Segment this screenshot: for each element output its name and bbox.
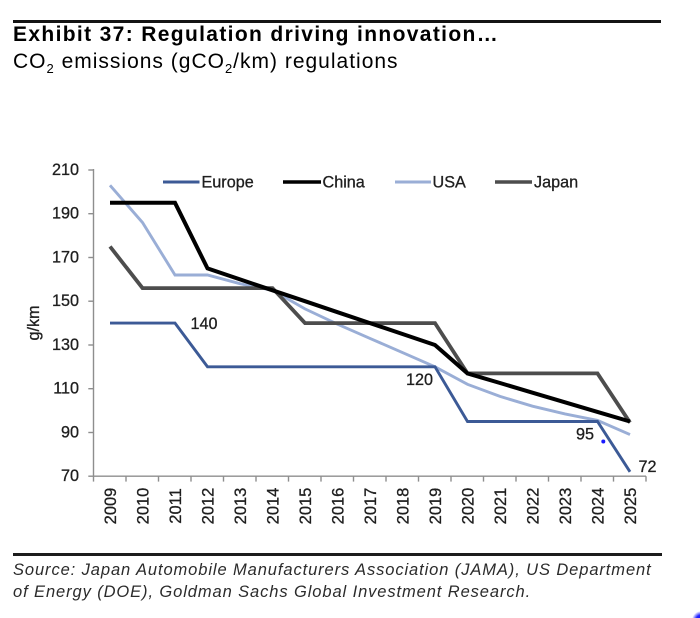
svg-text:170: 170: [52, 249, 79, 267]
svg-text:2020: 2020: [460, 488, 478, 525]
svg-text:190: 190: [52, 205, 79, 223]
svg-text:USA: USA: [433, 174, 466, 192]
svg-text:2023: 2023: [557, 488, 575, 525]
svg-text:2025: 2025: [622, 488, 640, 525]
svg-text:2013: 2013: [232, 488, 250, 525]
svg-text:120: 120: [406, 371, 433, 389]
svg-text:110: 110: [53, 380, 79, 398]
svg-text:China: China: [323, 174, 365, 192]
svg-text:2017: 2017: [362, 488, 380, 525]
svg-text:Europe: Europe: [202, 174, 254, 192]
svg-text:130: 130: [52, 336, 79, 354]
svg-text:72: 72: [638, 458, 656, 476]
svg-text:2010: 2010: [135, 488, 153, 525]
svg-text:2012: 2012: [200, 488, 218, 525]
svg-text:Japan: Japan: [534, 174, 578, 192]
svg-text:2022: 2022: [525, 488, 543, 525]
svg-text:2024: 2024: [590, 488, 608, 525]
svg-text:2019: 2019: [427, 488, 445, 525]
svg-text:2014: 2014: [265, 488, 283, 525]
svg-text:2021: 2021: [492, 488, 510, 525]
svg-text:2015: 2015: [297, 488, 315, 525]
svg-text:2011: 2011: [167, 488, 185, 523]
svg-text:2018: 2018: [395, 488, 413, 525]
svg-text:140: 140: [190, 315, 217, 333]
svg-text:210: 210: [52, 161, 79, 179]
svg-text:70: 70: [61, 467, 79, 485]
svg-text:g/km: g/km: [25, 305, 43, 340]
svg-text:2016: 2016: [330, 488, 348, 525]
svg-text:90: 90: [61, 424, 79, 442]
svg-text:150: 150: [52, 292, 79, 310]
svg-text:2009: 2009: [102, 488, 120, 525]
svg-text:95: 95: [576, 426, 594, 444]
